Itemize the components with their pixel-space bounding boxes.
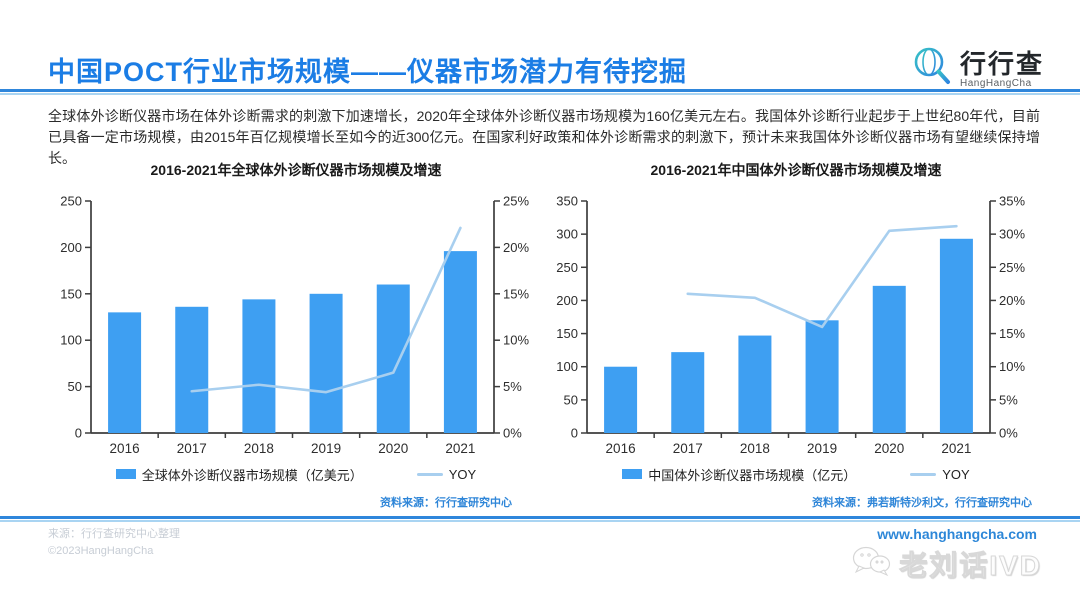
svg-text:2018: 2018: [244, 441, 274, 456]
svg-text:25%: 25%: [999, 260, 1025, 275]
svg-text:2016: 2016: [110, 441, 140, 456]
svg-text:5%: 5%: [999, 392, 1018, 407]
svg-text:2017: 2017: [673, 441, 703, 456]
svg-text:2019: 2019: [311, 441, 341, 456]
svg-text:2021: 2021: [445, 441, 475, 456]
svg-text:0: 0: [75, 426, 82, 441]
logo-text-cn: 行行查: [959, 48, 1044, 79]
svg-text:2020: 2020: [378, 441, 408, 456]
watermark-text: 老刘话IVD: [899, 549, 1042, 581]
footer-copyright: ©2023HangHangCha: [48, 545, 154, 557]
svg-text:2021: 2021: [941, 441, 971, 456]
svg-text:20%: 20%: [503, 240, 529, 255]
bar-series-label: 中国体外诊断仪器市场规模（亿元）: [648, 467, 857, 483]
chart-canvas: 0 50 100 150 200 250 300 350 0% 5% 10% 15% 20% 25% 30%…: [556, 194, 1025, 457]
svg-text:20%: 20%: [999, 293, 1025, 308]
svg-text:30%: 30%: [999, 227, 1025, 242]
svg-text:150: 150: [60, 286, 82, 301]
svg-text:2020: 2020: [874, 441, 904, 456]
chart-legend: 全球体外诊断仪器市场规模（亿美元） YOY: [56, 464, 536, 484]
bar-series-swatch: [622, 469, 643, 479]
line-series-label: YOY: [448, 466, 477, 482]
footer-divider: [0, 516, 1080, 522]
hanghangcha-logo: 行行查 HangHangCha: [910, 44, 1044, 95]
website-link[interactable]: www.hanghangcha.com: [877, 526, 1037, 542]
svg-text:300: 300: [556, 227, 578, 242]
chart-canvas: 0 50 100 150 200 250 0% 5% 10% 15% 20% 25% 2016 2017 2…: [60, 194, 529, 457]
svg-text:35%: 35%: [999, 194, 1025, 209]
bar-series-label: 全球体外诊断仪器市场规模（亿美元）: [141, 467, 363, 483]
china-ivd-chart-panel: 2016-2021年中国体外诊断仪器市场规模及增速 0 50 100 150 200 25…: [552, 158, 1040, 510]
footer-source: 来源：行行查研究中心整理: [48, 528, 180, 540]
line-series-label: YOY: [942, 466, 970, 482]
svg-text:150: 150: [556, 326, 578, 341]
svg-text:15%: 15%: [503, 286, 529, 301]
watermark: 老刘话IVD: [851, 543, 1042, 584]
svg-text:2017: 2017: [177, 441, 207, 456]
wechat-bubbles-icon: [851, 543, 893, 584]
logo-text-en: HangHangCha: [959, 77, 1032, 89]
svg-text:25%: 25%: [503, 194, 529, 209]
svg-text:250: 250: [60, 194, 82, 209]
svg-text:100: 100: [60, 333, 82, 348]
svg-text:250: 250: [556, 260, 578, 275]
svg-text:50: 50: [68, 379, 82, 394]
magnifier-globe-icon: [910, 44, 956, 95]
footer-attribution: 来源：行行查研究中心整理 ©2023HangHangCha: [48, 526, 180, 560]
svg-text:10%: 10%: [503, 333, 529, 348]
source-note: 资料来源：行行查研究中心: [380, 497, 512, 509]
line-series-swatch: [910, 472, 937, 476]
page-title: 中国POCT行业市场规模——仪器市场潜力有待挖掘: [48, 57, 688, 87]
svg-text:0%: 0%: [503, 426, 522, 441]
svg-text:100: 100: [556, 359, 578, 374]
svg-text:10%: 10%: [999, 359, 1025, 374]
chart-legend: 中国体外诊断仪器市场规模（亿元） YOY: [552, 464, 1040, 484]
svg-text:200: 200: [556, 293, 578, 308]
svg-text:0%: 0%: [999, 426, 1018, 441]
svg-text:0: 0: [571, 426, 578, 441]
line-series-swatch: [416, 472, 443, 476]
header-divider: [0, 89, 1080, 95]
svg-text:5%: 5%: [503, 379, 522, 394]
svg-text:2018: 2018: [740, 441, 770, 456]
svg-text:200: 200: [60, 240, 82, 255]
chart-title: 2016-2021年全球体外诊断仪器市场规模及增速: [150, 162, 442, 178]
svg-text:2019: 2019: [807, 441, 837, 456]
intro-paragraph: 全球体外诊断仪器市场在体外诊断需求的刺激下加速增长，2020年全球体外诊断仪器市…: [48, 108, 1040, 166]
svg-text:15%: 15%: [999, 326, 1025, 341]
chart-title: 2016-2021年中国体外诊断仪器市场规模及增速: [650, 162, 942, 178]
global-ivd-chart-panel: 2016-2021年全球体外诊断仪器市场规模及增速 0 50 100 150 200 25…: [56, 158, 536, 510]
header: 中国POCT行业市场规模——仪器市场潜力有待挖掘 行行查: [0, 44, 1080, 92]
svg-text:350: 350: [556, 194, 578, 209]
svg-text:2016: 2016: [606, 441, 636, 456]
svg-text:50: 50: [564, 392, 578, 407]
bar-series-swatch: [115, 469, 136, 479]
source-note: 资料来源：弗若斯特沙利文，行行查研究中心: [812, 497, 1032, 509]
